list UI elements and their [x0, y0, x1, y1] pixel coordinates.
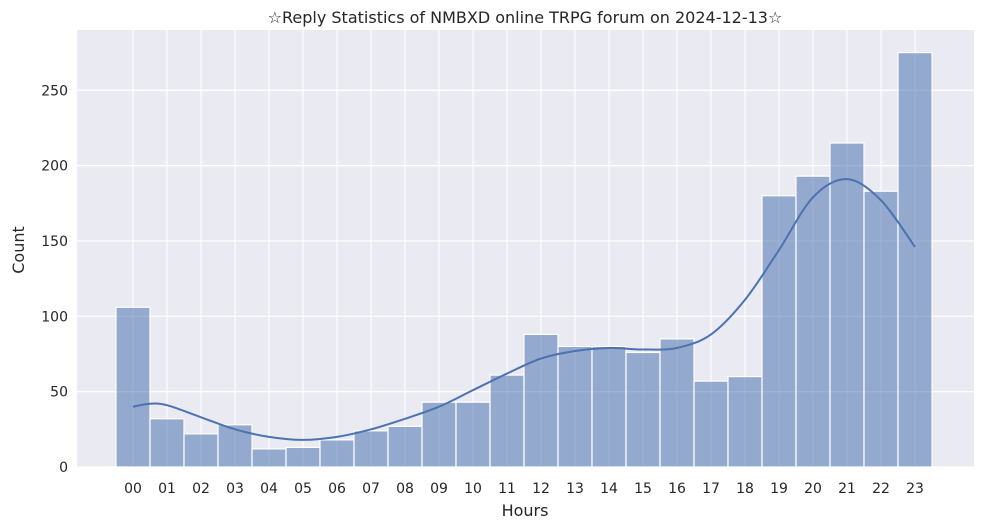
chart-title: ☆Reply Statistics of NMBXD online TRPG f… [268, 8, 783, 27]
y-tick-label: 250 [41, 83, 68, 99]
bar-06 [319, 439, 355, 468]
x-tick-label: 00 [124, 481, 142, 497]
x-tick-label: 03 [226, 481, 244, 497]
bar-20 [795, 175, 831, 468]
x-tick-label: 09 [430, 481, 448, 497]
x-tick-label: 16 [668, 481, 686, 497]
x-tick-label: 04 [260, 481, 278, 497]
bar-23 [897, 52, 933, 468]
bar-16 [659, 338, 695, 468]
x-tick-labels: 00 01 02 03 04 05 06 07 08 09 10 11 12 13 14 15 16 17 18 19… [124, 481, 924, 497]
bar-01 [149, 418, 185, 468]
bar-14 [591, 345, 627, 468]
x-tick-label: 20 [804, 481, 822, 497]
x-tick-label: 19 [770, 481, 788, 497]
y-tick-labels: 0 50 100 150 200 250 [41, 83, 68, 476]
x-tick-label: 05 [294, 481, 312, 497]
bar-15 [625, 351, 661, 468]
y-axis-label: Count [9, 226, 28, 274]
x-tick-label: 21 [838, 481, 856, 497]
kde-line [132, 178, 916, 441]
bar-02 [183, 433, 219, 468]
bar-12 [523, 333, 559, 468]
y-tick-label: 150 [41, 234, 68, 250]
bars [115, 52, 933, 468]
bar-03 [217, 424, 253, 468]
x-tick-label: 07 [362, 481, 380, 497]
bar-07 [353, 430, 389, 468]
y-tick-label: 0 [59, 460, 68, 476]
bar-19 [761, 195, 797, 468]
x-tick-label: 08 [396, 481, 414, 497]
bar-08 [387, 425, 423, 468]
bar-00 [115, 306, 151, 468]
bar-18 [727, 375, 763, 468]
x-tick-label: 06 [328, 481, 346, 497]
x-tick-label: 15 [634, 481, 652, 497]
x-axis-label: Hours [502, 501, 549, 520]
bar-09 [421, 401, 457, 468]
bar-17 [693, 380, 729, 468]
x-tick-label: 10 [464, 481, 482, 497]
bar-10 [455, 401, 491, 468]
y-tick-label: 100 [41, 309, 68, 325]
x-tick-label: 01 [158, 481, 176, 497]
y-tick-label: 50 [50, 385, 68, 401]
x-tick-label: 23 [906, 481, 924, 497]
bar-11 [489, 374, 525, 468]
x-tick-label: 14 [600, 481, 618, 497]
bar-13 [557, 345, 593, 468]
bar-21 [829, 142, 865, 468]
y-tick-label: 200 [41, 159, 68, 175]
x-tick-label: 17 [702, 481, 720, 497]
x-tick-label: 02 [192, 481, 210, 497]
x-tick-label: 22 [872, 481, 890, 497]
x-tick-label: 11 [498, 481, 516, 497]
x-tick-label: 12 [532, 481, 550, 497]
x-tick-label: 13 [566, 481, 584, 497]
bar-05 [285, 446, 321, 468]
x-tick-label: 18 [736, 481, 754, 497]
bar-04 [251, 448, 287, 468]
bar-22 [863, 190, 899, 468]
